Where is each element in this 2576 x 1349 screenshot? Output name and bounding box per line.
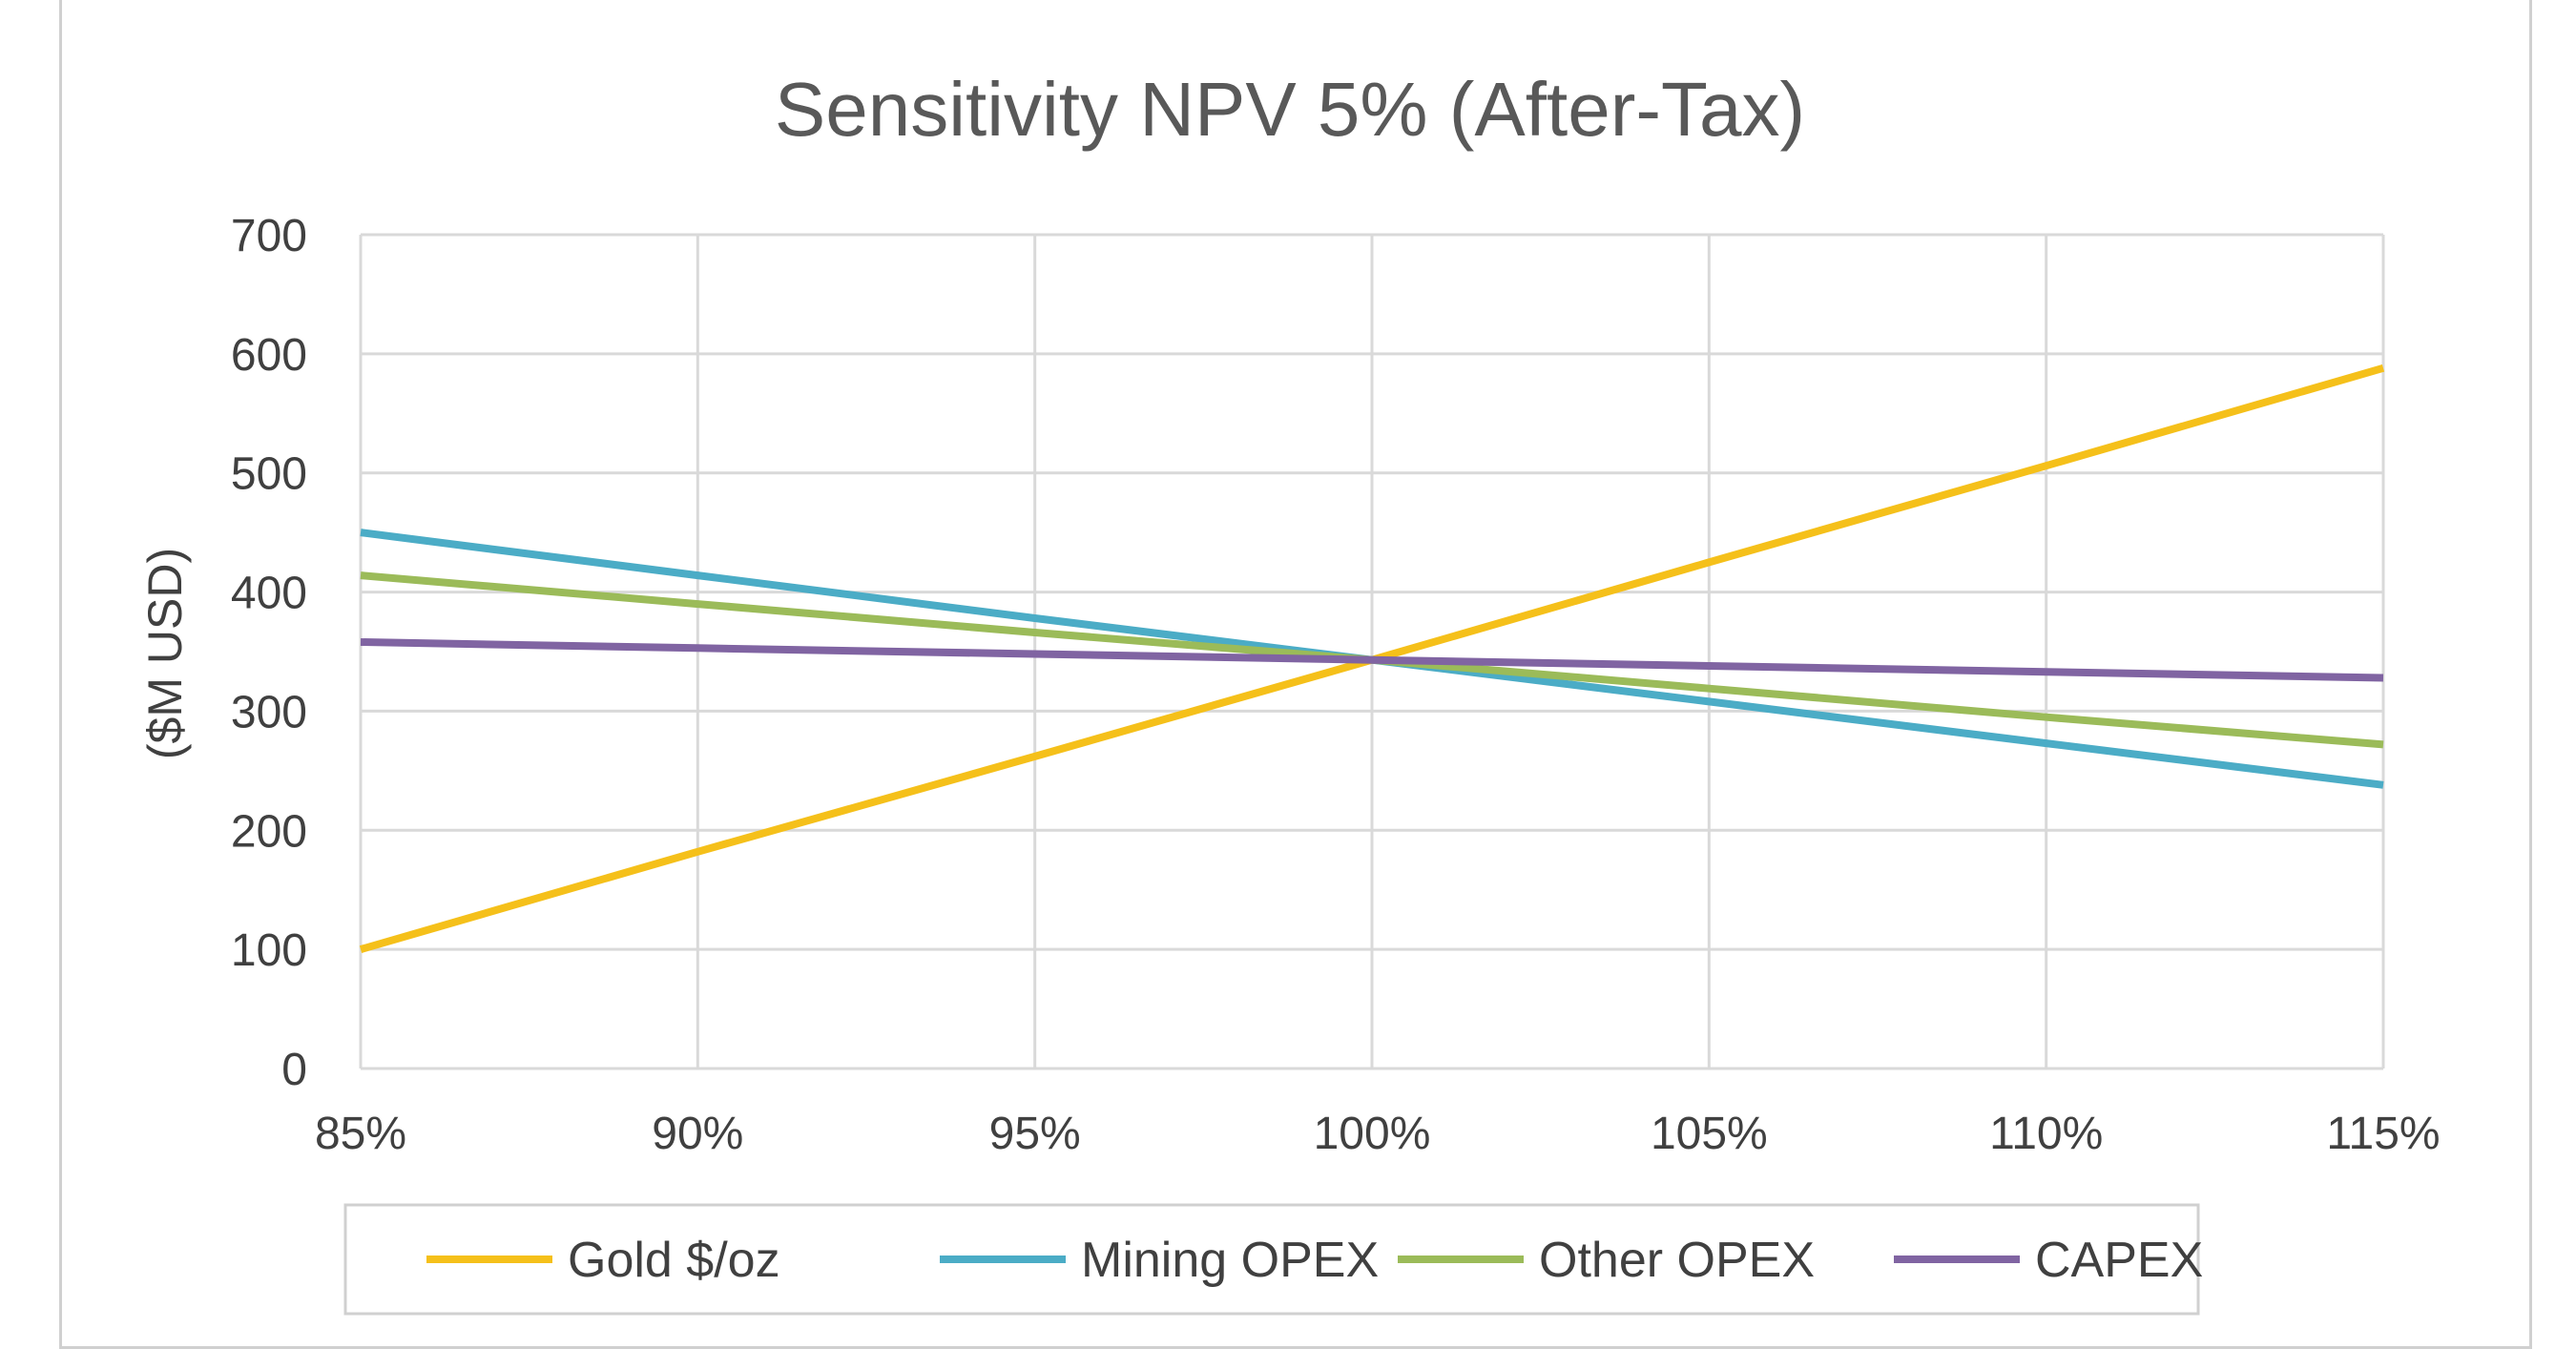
y-tick-label: 100 — [231, 925, 307, 976]
x-tick-label: 110% — [1989, 1109, 2103, 1159]
y-tick-label: 700 — [231, 211, 307, 261]
y-axis-ticks: 0 100 200 300 400 500 600 700 — [231, 211, 307, 1095]
y-tick-label: 500 — [231, 449, 307, 500]
x-tick-label: 95% — [989, 1109, 1081, 1159]
chart-frame — [59, 0, 2532, 1349]
legend: Gold $/oz Mining OPEX Other OPEX CAPEX — [343, 1203, 2203, 1316]
series-lines — [359, 363, 2385, 953]
legend-label: Gold $/oz — [568, 1233, 780, 1288]
y-tick-label: 300 — [231, 687, 307, 737]
y-tick-label: 200 — [231, 806, 307, 857]
legend-box — [343, 1203, 2200, 1316]
x-tick-label: 115% — [2326, 1109, 2440, 1159]
grid-lines — [359, 233, 2385, 1070]
x-tick-label: 90% — [652, 1109, 743, 1159]
x-tick-label: 85% — [315, 1109, 406, 1159]
y-tick-label: 600 — [231, 330, 307, 381]
y-axis-label: ($M USD) — [138, 548, 192, 759]
x-axis-ticks: 85% 90% 95% 100% 105% 110% 115% — [315, 1109, 2441, 1159]
y-tick-label: 400 — [231, 569, 307, 619]
x-tick-label: 100% — [1314, 1109, 1431, 1159]
legend-label: Mining OPEX — [1081, 1233, 1379, 1288]
x-tick-label: 105% — [1651, 1109, 1768, 1159]
y-tick-label: 0 — [281, 1045, 307, 1095]
series-line-capex — [360, 638, 2384, 682]
legend-label: Other OPEX — [1539, 1233, 1815, 1288]
chart-title: Sensitivity NPV 5% (After-Tax) — [775, 67, 1805, 152]
legend-label: CAPEX — [2035, 1233, 2203, 1288]
